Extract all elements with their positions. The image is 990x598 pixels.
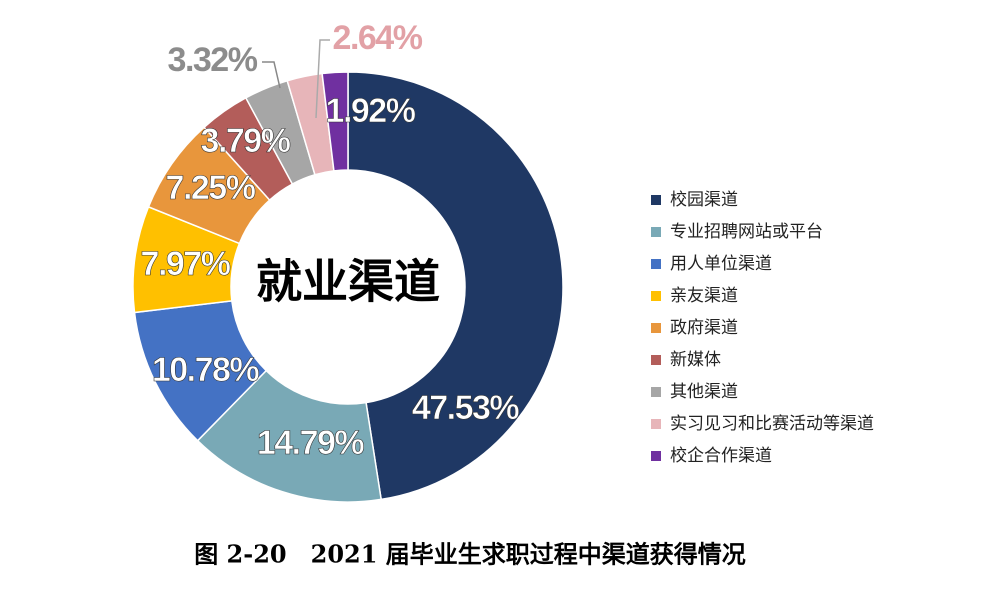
caption: 图 2-20 2021 届毕业生求职过程中渠道获得情况 <box>194 540 746 569</box>
leader-line <box>262 61 281 89</box>
legend-marker <box>651 355 661 365</box>
legend-marker <box>651 451 661 461</box>
legend-label: 校企合作渠道 <box>670 446 772 466</box>
legend-label: 专业招聘网站或平台 <box>670 222 823 242</box>
data-label: 3.32% <box>168 41 258 79</box>
legend-marker <box>651 387 661 397</box>
legend-label: 新媒体 <box>670 350 721 370</box>
data-label: 47.53% <box>412 389 520 427</box>
legend-marker <box>651 291 661 301</box>
legend-label: 用人单位渠道 <box>670 254 772 274</box>
legend-marker <box>651 195 661 205</box>
legend-marker <box>651 419 661 429</box>
legend-label: 实习见习和比赛活动等渠道 <box>670 413 874 434</box>
data-label: 1.92% <box>326 92 416 130</box>
slice <box>321 71 349 172</box>
data-label: 10.78% <box>152 351 260 389</box>
slice <box>347 71 564 501</box>
data-label: 2.64% <box>333 19 423 57</box>
legend-marker <box>651 227 661 237</box>
data-label: 7.25% <box>166 169 256 207</box>
center-label: 就业渠道 <box>256 255 440 309</box>
data-label: 14.79% <box>257 424 365 462</box>
data-label: 3.79% <box>201 122 291 160</box>
legend-label: 亲友渠道 <box>670 286 738 306</box>
legend-label: 校园渠道 <box>670 190 738 210</box>
leader-line <box>315 39 330 119</box>
legend-label: 其他渠道 <box>670 382 738 402</box>
legend-label: 政府渠道 <box>670 318 738 338</box>
data-label: 7.97% <box>141 245 231 283</box>
legend-marker <box>651 323 661 333</box>
legend-marker <box>651 259 661 269</box>
